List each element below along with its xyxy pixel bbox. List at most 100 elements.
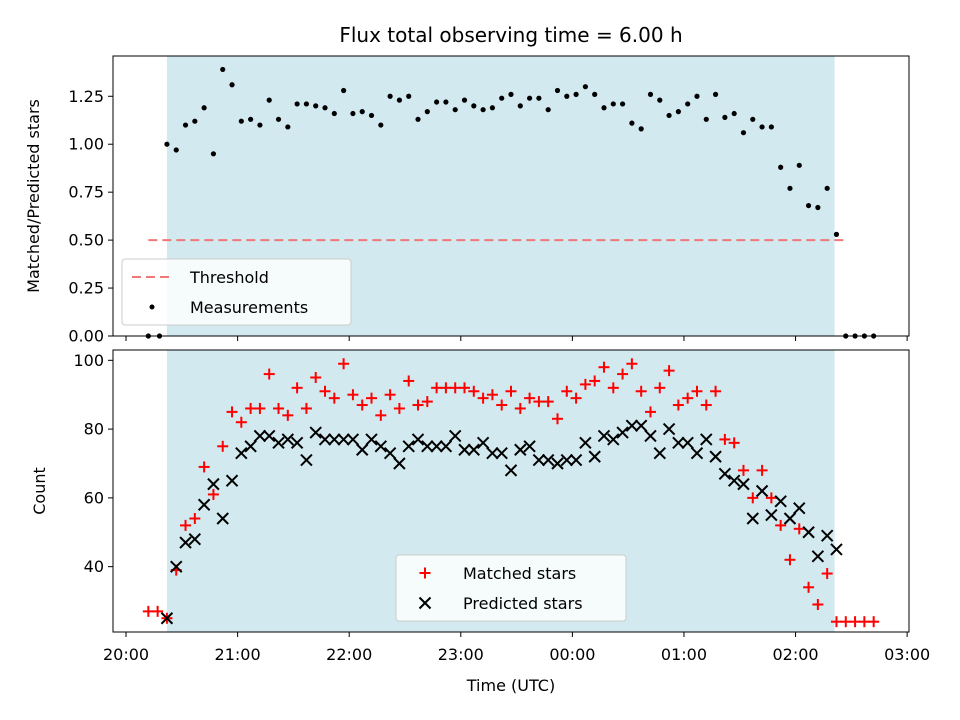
predicted-star-point (541, 453, 555, 467)
predicted-star-point (170, 560, 183, 573)
predicted-star-point (374, 440, 388, 453)
matched-star-point (551, 413, 563, 425)
predicted-star-point (783, 512, 797, 525)
x-tick-label: 03:00 (884, 645, 930, 664)
measurement-point (368, 112, 375, 119)
matched-star-point (747, 492, 759, 504)
predicted-star-point (253, 429, 267, 443)
predicted-star-point (811, 550, 825, 563)
measurement-point (629, 120, 635, 126)
matched-star-point (198, 461, 210, 473)
measurement-point (517, 103, 523, 109)
measurement-point (619, 101, 626, 107)
predicted-star-point (597, 429, 611, 443)
predicted-star-point (281, 433, 295, 446)
measurement-point (415, 116, 421, 122)
matched-star-point (384, 389, 396, 401)
measurement-point (406, 93, 412, 99)
predicted-star-point (532, 453, 546, 467)
measurement-point (350, 110, 356, 117)
matched-star-point (765, 492, 777, 504)
matched-star-point (459, 382, 471, 394)
measurement-point (666, 112, 672, 119)
top-y-tick-label: 0.00 (68, 327, 104, 346)
matched-star-point (821, 568, 833, 580)
predicted-star-point (634, 419, 648, 432)
bottom-y-axis: 40 60 80 100 (73, 351, 113, 576)
matched-star-point (338, 358, 350, 370)
predicted-star-point (439, 440, 453, 453)
predicted-star-point (467, 443, 481, 456)
matched-star-point (245, 402, 257, 414)
matched-star-point (654, 382, 666, 394)
predicted-star-point (672, 436, 685, 450)
top-y-axis: 0.00 0.25 0.50 0.75 1.00 1.25 (68, 87, 113, 346)
matched-star-point (719, 433, 731, 445)
predicted-star-point (746, 512, 759, 525)
predicted-star-point (365, 433, 378, 446)
bottom-y-tick-label: 80 (84, 420, 104, 439)
predicted-star-point (681, 436, 694, 450)
top-x-axis (125, 336, 908, 341)
measurement-point (564, 93, 570, 99)
predicted-star-point (309, 426, 322, 439)
legend-matched-label: Matched stars (463, 564, 576, 583)
measurement-point (285, 124, 291, 130)
measurement-point (685, 101, 691, 107)
predicted-star-point (718, 467, 732, 481)
measurement-point (480, 107, 486, 113)
predicted-star-point (486, 446, 499, 460)
measurement-point (452, 107, 458, 113)
top-y-tick-label: 0.75 (68, 183, 104, 202)
x-axis-label: Time (UTC) (466, 676, 555, 695)
measurement-point (443, 99, 449, 105)
predicted-star-point (216, 512, 229, 525)
measurement-point (220, 66, 226, 73)
measurement-point (341, 87, 347, 94)
predicted-star-point (411, 433, 425, 446)
matched-star-point (366, 392, 378, 404)
matched-star-point (570, 392, 582, 404)
predicted-star-point (346, 433, 360, 446)
measurement-point (805, 202, 812, 209)
x-tick-label: 20:00 (103, 645, 149, 664)
predicted-star-point (225, 474, 239, 487)
predicted-star-point (160, 612, 174, 625)
matched-star-point (421, 396, 433, 408)
measurement-point (248, 116, 254, 122)
top-legend-box (121, 258, 352, 326)
legend-predicted-swatch (418, 596, 432, 610)
top-plot-frame (112, 55, 910, 337)
measurement-point (694, 93, 700, 99)
predicted-star-point (383, 446, 397, 460)
top-legend: Threshold Measurements (121, 258, 352, 326)
matched-star-point (328, 392, 340, 404)
predicted-star-point (197, 498, 211, 511)
measurement-point (387, 93, 393, 99)
matched-star-point (524, 392, 536, 404)
matched-stars-series (142, 358, 880, 628)
matched-star-point (180, 519, 192, 531)
measurement-point (499, 95, 505, 101)
measurement-point (378, 122, 384, 128)
matched-star-point (710, 385, 722, 397)
measurement-point (778, 164, 784, 170)
measurement-point (647, 91, 654, 97)
matched-star-point (189, 513, 201, 525)
bottom-y-tick-label: 40 (84, 557, 104, 576)
matched-star-point (682, 392, 694, 404)
legend-matched-swatch (419, 567, 431, 579)
matched-star-point (868, 616, 880, 628)
matched-star-point (235, 416, 247, 428)
x-tick-label: 00:00 (549, 645, 595, 664)
bottom-plot-frame (112, 349, 910, 633)
predicted-star-point (727, 474, 741, 487)
matched-star-point (477, 392, 489, 404)
matched-star-point (561, 385, 573, 397)
matched-star-point (514, 402, 526, 414)
measurement-point (703, 116, 709, 122)
measurement-point (610, 101, 616, 107)
predicted-star-point (830, 543, 843, 556)
matched-star-point (663, 365, 675, 377)
matched-star-point (468, 385, 480, 397)
